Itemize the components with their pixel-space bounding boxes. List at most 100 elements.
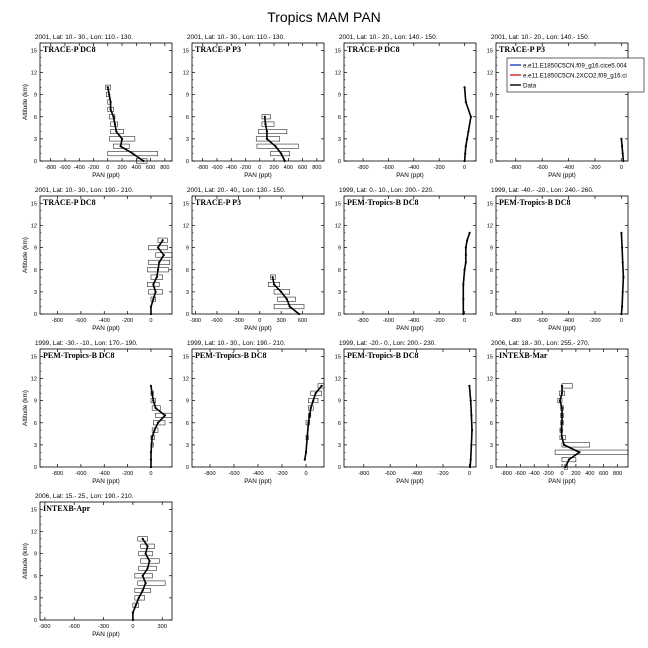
data-point [464,246,467,249]
y-axis-label: Altitude (km) [22,84,29,120]
x-tick-label: -800 [52,318,63,324]
y-tick-label: 9 [34,399,37,405]
x-tick-label: 0 [560,471,563,477]
panel-10: 1999, Lat: 10.- 30., Lon: 190.- 210. PEM-… [183,340,325,485]
data-point [131,152,134,155]
y-tick-label: 6 [186,115,189,121]
y-tick-label: 0 [338,465,341,471]
x-tick-label: -200 [434,318,445,324]
y-tick-label: 12 [183,224,189,230]
x-tick-label: 400 [585,471,594,477]
x-tick-label: -900 [190,318,201,324]
x-tick-label: 0 [463,318,466,324]
x-tick-label: -600 [383,318,394,324]
data-profile-line [620,138,625,162]
x-tick-label: -300 [98,624,109,630]
x-axis-label: PAN (ppt) [548,172,576,179]
data-point [280,290,283,293]
data-point [463,86,466,89]
y-tick-label: 0 [490,465,493,471]
data-profile-line [463,87,472,162]
x-axis-label: PAN (ppt) [548,325,576,332]
data-point [464,145,467,148]
data-point [306,436,309,439]
error-bar [561,457,577,463]
x-tick-label: -800 [358,471,369,477]
y-tick-label: 9 [34,552,37,558]
plot-frame [343,348,477,468]
y-tick-label: 6 [490,268,493,274]
data-point [112,115,115,118]
y-tick-label: 15 [487,354,493,360]
data-point [620,145,624,148]
data-point [115,130,118,133]
x-tick-label: 200 [269,165,278,171]
x-tick-label: -600 [75,471,86,477]
data-point [263,115,266,118]
x-tick-label: -400 [563,318,574,324]
data-point [470,443,473,446]
data-point [272,283,276,286]
y-tick-label: 9 [186,399,189,405]
y-tick-label: 9 [338,399,341,405]
x-tick-label: 200 [117,165,126,171]
x-tick-label: 0 [463,165,466,171]
y-tick-label: 0 [490,312,493,318]
data-profile-line [132,538,151,620]
data-point [161,239,164,242]
data-point [470,429,474,432]
x-tick-label: -600 [385,471,396,477]
y-tick-label: 3 [34,290,37,296]
panel-2: 2001, Lat: 10.- 30., Lon: 110.- 130. TRAC… [183,34,325,179]
plot-frame [343,195,477,315]
y-tick-label: 3 [34,443,37,449]
y-tick-label: 9 [338,93,341,99]
data-point [156,268,160,271]
y-tick-label: 12 [31,530,37,536]
x-tick-label: -800 [197,165,208,171]
plot-frame [495,195,629,315]
data-point [285,298,288,301]
error-bar [317,383,325,389]
campaign-label: PEM-Tropics-B DC8 [499,198,570,207]
data-point [144,582,147,585]
y-tick-label: 3 [186,137,189,143]
panel-title: 2001, Lat: 10.- 30., Lon: 110.- 130. [35,34,133,41]
panel-3: 2001, Lat: 10.- 20., Lon: 140.- 150. TRAC… [335,34,477,179]
x-tick-label: 600 [298,165,307,171]
data-point [162,253,165,257]
x-tick-label: -400 [408,165,419,171]
data-point [264,123,267,126]
plot-frame [39,501,173,621]
y-tick-label: 15 [183,201,189,207]
panel-title: 1999, Lat: -20.- 0., Lon: 200.- 230. [339,340,436,347]
data-point [113,123,117,126]
data-point [621,290,624,293]
x-tick-label: 800 [312,165,321,171]
data-point [142,159,145,163]
x-tick-label: -800 [510,165,521,171]
data-point [466,239,469,242]
y-tick-label: 6 [34,268,37,274]
y-tick-label: 6 [490,421,493,427]
x-tick-label: -900 [39,624,50,630]
data-point [283,159,286,163]
x-tick-label: 0 [106,165,109,171]
x-tick-label: -400 [226,165,237,171]
y-tick-label: 15 [183,354,189,360]
x-tick-label: 600 [298,318,307,324]
x-axis-label: PAN (ppt) [92,325,120,332]
data-point [297,312,301,316]
data-point [320,384,323,387]
y-tick-label: 15 [335,201,341,207]
x-tick-label: -800 [510,318,521,324]
y-tick-label: 15 [183,48,189,54]
y-tick-label: 12 [31,377,37,383]
data-point [153,429,156,432]
x-tick-label: 0 [258,165,261,171]
data-point [156,246,160,249]
y-tick-label: 3 [338,290,341,296]
data-point [621,261,624,264]
x-tick-label: -200 [88,165,99,171]
error-bar [151,405,161,411]
